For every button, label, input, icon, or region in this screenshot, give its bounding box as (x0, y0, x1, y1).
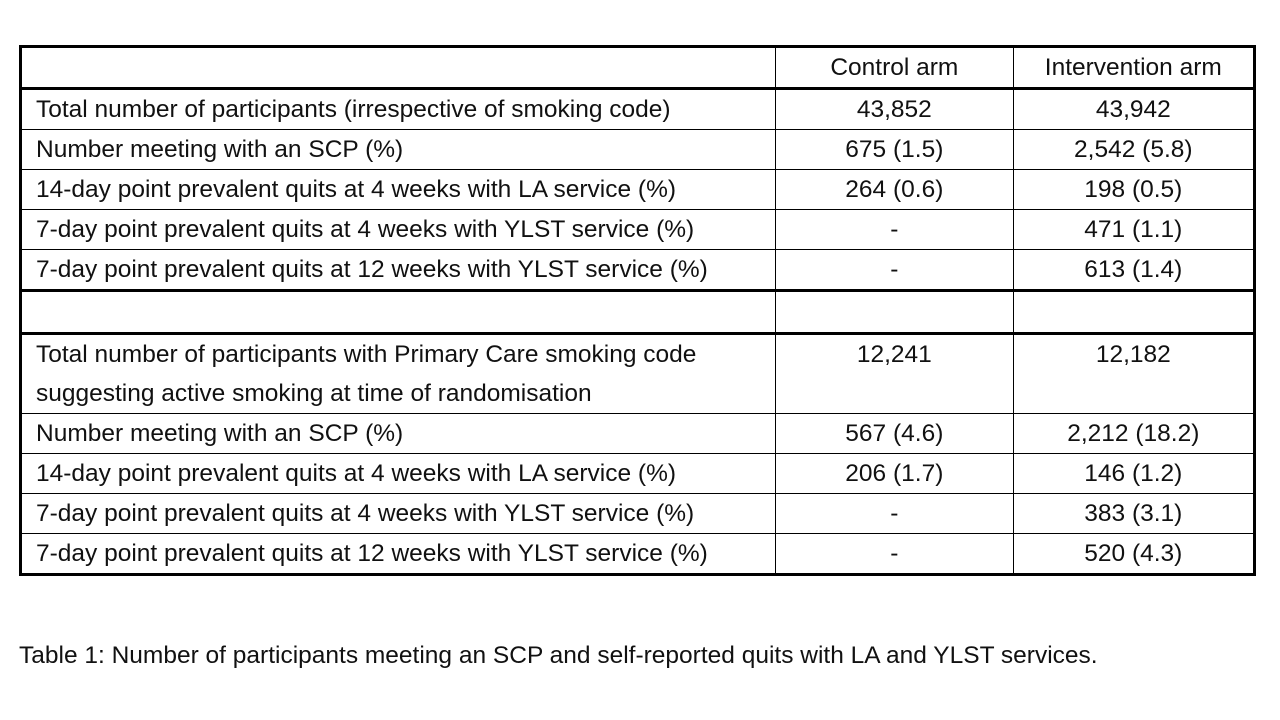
intervention-value: 2,542 (5.8) (1012, 129, 1256, 170)
control-value: - (775, 533, 1014, 575)
intervention-value: 471 (1.1) (1012, 209, 1256, 250)
table-row: Number meeting with an SCP (%) 675 (1.5)… (19, 129, 1256, 170)
intervention-value: 198 (0.5) (1012, 169, 1256, 210)
header-control-arm: Control arm (775, 46, 1014, 89)
control-value: 206 (1.7) (775, 453, 1014, 494)
table-row: 7-day point prevalent quits at 12 weeks … (19, 533, 1256, 575)
row-label: 7-day point prevalent quits at 12 weeks … (19, 533, 777, 575)
intervention-value: 12,182 (1012, 332, 1256, 414)
table-row: Number meeting with an SCP (%) 567 (4.6)… (19, 413, 1256, 454)
intervention-value: 520 (4.3) (1012, 533, 1256, 575)
spacer-cell (1012, 289, 1256, 334)
table-caption: Table 1: Number of participants meeting … (19, 642, 1098, 669)
control-value: - (775, 249, 1014, 291)
header-intervention-arm: Intervention arm (1012, 46, 1256, 89)
intervention-value: 383 (3.1) (1012, 493, 1256, 534)
control-value: 43,852 (775, 87, 1014, 130)
table-row: Total number of participants with Primar… (19, 332, 1256, 414)
control-value: 675 (1.5) (775, 129, 1014, 170)
table-row: 14-day point prevalent quits at 4 weeks … (19, 169, 1256, 210)
table-row: Total number of participants (irrespecti… (19, 87, 1256, 130)
table-row: 7-day point prevalent quits at 12 weeks … (19, 249, 1256, 291)
control-value: 264 (0.6) (775, 169, 1014, 210)
intervention-value: 146 (1.2) (1012, 453, 1256, 494)
row-label: Number meeting with an SCP (%) (19, 129, 777, 170)
table-row: 7-day point prevalent quits at 4 weeks w… (19, 209, 1256, 250)
control-value: 567 (4.6) (775, 413, 1014, 454)
row-label: Number meeting with an SCP (%) (19, 413, 777, 454)
row-label: 7-day point prevalent quits at 12 weeks … (19, 249, 777, 291)
control-value: - (775, 493, 1014, 534)
results-table: Control arm Intervention arm Total numbe… (19, 45, 1256, 576)
intervention-value: 2,212 (18.2) (1012, 413, 1256, 454)
intervention-value: 43,942 (1012, 87, 1256, 130)
header-row: Control arm Intervention arm (19, 46, 1256, 89)
spacer-cell (775, 289, 1014, 334)
table-row: 14-day point prevalent quits at 4 weeks … (19, 453, 1256, 494)
row-label: 7-day point prevalent quits at 4 weeks w… (19, 493, 777, 534)
row-label: Total number of participants with Primar… (19, 332, 777, 414)
row-label: Total number of participants (irrespecti… (19, 87, 777, 130)
header-empty-cell (19, 46, 777, 89)
control-value: - (775, 209, 1014, 250)
table-row: 7-day point prevalent quits at 4 weeks w… (19, 493, 1256, 534)
spacer-row (19, 289, 1256, 334)
row-label: 7-day point prevalent quits at 4 weeks w… (19, 209, 777, 250)
row-label: 14-day point prevalent quits at 4 weeks … (19, 169, 777, 210)
control-value: 12,241 (775, 332, 1014, 414)
intervention-value: 613 (1.4) (1012, 249, 1256, 291)
row-label: 14-day point prevalent quits at 4 weeks … (19, 453, 777, 494)
spacer-cell (19, 289, 777, 334)
